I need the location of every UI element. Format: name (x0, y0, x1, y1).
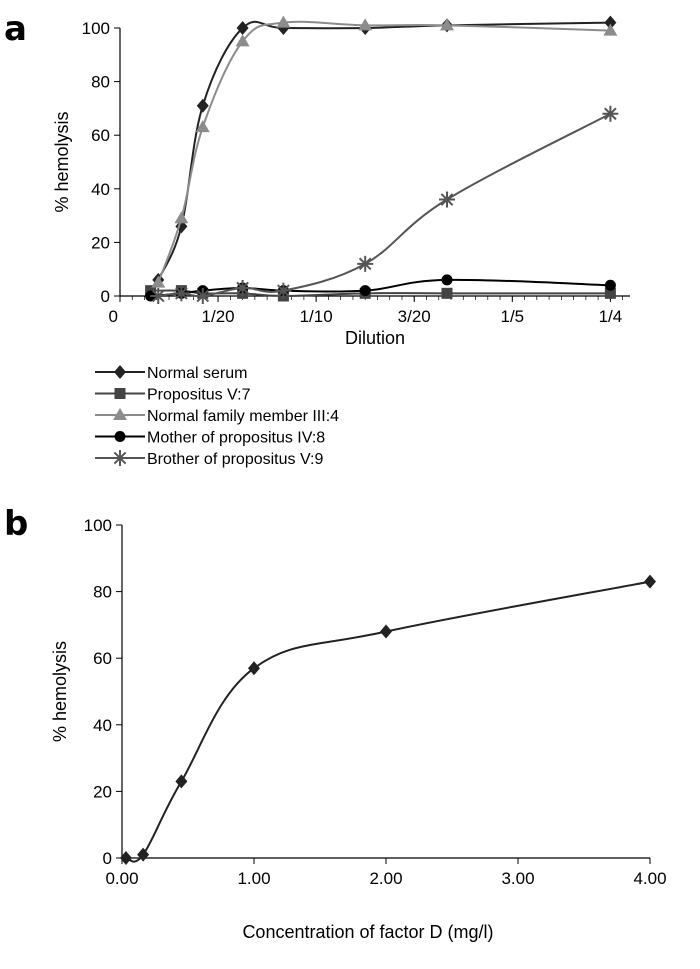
data-point (151, 275, 166, 288)
legend-marker (114, 388, 126, 399)
data-point (234, 279, 251, 296)
data-point (644, 574, 656, 589)
chart-a: 0 20 40 60 80 100 0 1/20 1/10 3/20 1/5 1/4 Dilution%… (52, 15, 630, 348)
legend-marker (114, 431, 126, 442)
data-point (438, 191, 455, 208)
legend-label: Mother of propositus IV:8 (147, 430, 325, 447)
x-tick-label: 1/4 (599, 307, 623, 326)
y-tick-label: 80 (91, 73, 110, 92)
data-point (195, 120, 210, 133)
legend-item: Propositus V:7 (95, 387, 251, 404)
data-point (275, 282, 292, 299)
series-line (158, 112, 611, 298)
legend-label: Propositus V:7 (147, 387, 251, 404)
data-point (174, 211, 189, 224)
data-point (603, 23, 618, 36)
legend-marker (113, 408, 127, 420)
legend-item: Mother of propositus IV:8 (95, 430, 325, 447)
x-axis-label: Dilution (345, 328, 405, 348)
panel-label-a: a (4, 9, 27, 49)
data-point (150, 288, 167, 304)
x-tick-label: 3/20 (398, 307, 431, 326)
series-line (125, 580, 651, 863)
y-tick-label: 40 (93, 716, 112, 735)
data-point (175, 774, 188, 789)
data-point (236, 21, 249, 35)
legend-item: Brother of propositus V:9 (95, 450, 323, 468)
data-point (359, 285, 371, 297)
data-point (604, 15, 617, 30)
data-point (196, 98, 209, 113)
y-tick-label: 60 (91, 126, 110, 145)
data-point (173, 285, 190, 302)
legend-label: Normal family member III:4 (147, 408, 339, 425)
x-tick-label: 1.00 (237, 869, 270, 888)
y-tick-label: 20 (93, 782, 112, 801)
x-tick-label: 0 (109, 307, 118, 326)
legend-item: Normal family member III:4 (95, 408, 339, 425)
x-tick-label: 0.00 (105, 869, 138, 888)
series-3 (151, 15, 618, 288)
y-tick-label: 80 (93, 583, 112, 602)
legend-a: Normal serum Propositus V:7 Normal family … (95, 365, 339, 468)
data-point (235, 34, 250, 47)
data-point (441, 274, 453, 286)
x-tick-label: 3.00 (501, 869, 534, 888)
x-tick-label: 4.00 (633, 869, 666, 888)
chart-b: 0 20 40 60 80 100 0.00 1.00 2.00 3.00 4.00 Concentr… (50, 516, 667, 942)
y-tick-label: 100 (84, 516, 112, 535)
data-point (137, 847, 150, 862)
data-point (380, 624, 392, 639)
x-axis-label: Concentration of factor D (mg/l) (242, 922, 493, 942)
data-point (194, 288, 211, 304)
series-1 (152, 15, 617, 287)
legend-item: Normal serum (95, 365, 247, 382)
legend-marker (112, 450, 128, 466)
panel-label-b: b (4, 504, 28, 544)
x-tick-label: 1/20 (202, 307, 235, 326)
y-tick-label: 60 (93, 649, 112, 668)
x-tick-label: 1/5 (500, 307, 524, 326)
data-point (602, 105, 619, 122)
series-4 (145, 274, 616, 302)
y-axis-label: % hemolysis (52, 111, 72, 212)
data-point (276, 15, 291, 28)
series-5 (150, 105, 619, 304)
data-point (119, 851, 132, 865)
data-point (439, 18, 454, 31)
data-point (604, 287, 616, 299)
y-tick-label: 40 (91, 180, 110, 199)
legend-label: Normal serum (147, 365, 247, 382)
data-point (358, 18, 373, 31)
x-tick-label: 2.00 (369, 869, 402, 888)
data-point (357, 255, 374, 272)
y-axis-label: % hemolysis (50, 641, 70, 742)
y-tick-label: 20 (91, 233, 110, 252)
y-tick-label: 0 (101, 287, 110, 306)
data-point (604, 279, 616, 291)
series-1 (119, 574, 656, 865)
data-point (248, 661, 260, 676)
legend-label: Brother of propositus V:9 (147, 451, 323, 468)
series-line (157, 20, 611, 281)
x-tick-label: 1/10 (300, 307, 333, 326)
legend-marker (114, 365, 126, 379)
y-tick-label: 0 (103, 849, 112, 868)
y-tick-label: 100 (82, 19, 110, 38)
series-line (157, 20, 611, 283)
data-point (441, 287, 453, 299)
